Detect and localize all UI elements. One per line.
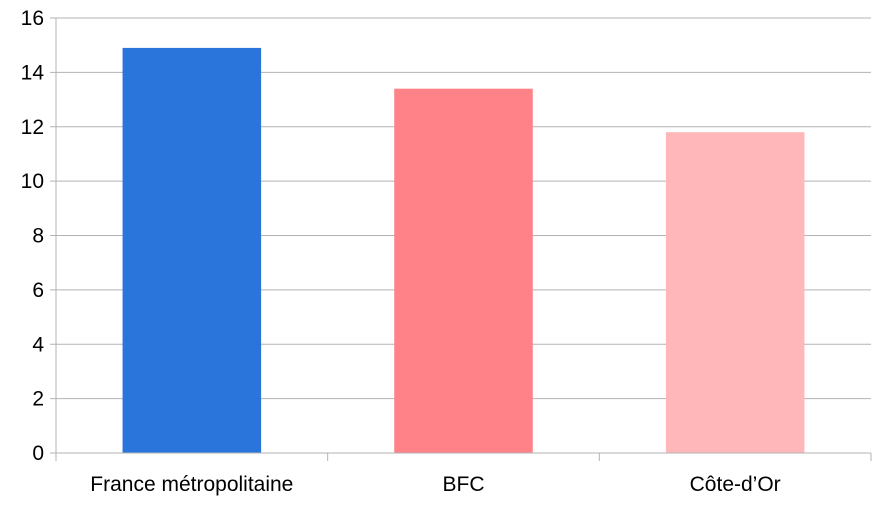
y-tick-label: 10 bbox=[21, 170, 44, 193]
y-tick-label: 8 bbox=[32, 225, 44, 248]
y-tick-label: 6 bbox=[32, 279, 44, 302]
y-tick-label: 16 bbox=[21, 7, 44, 30]
axes bbox=[50, 18, 872, 461]
x-tick-label: France métropolitaine bbox=[90, 473, 293, 496]
x-tick-labels: France métropolitaine BFC Côte-d’Or bbox=[90, 473, 780, 496]
bars bbox=[122, 47, 805, 453]
y-tick-labels: 0 2 4 6 8 10 12 14 16 bbox=[21, 7, 45, 465]
x-tick-label: BFC bbox=[443, 473, 485, 496]
y-tick-label: 0 bbox=[32, 442, 44, 465]
y-tick-label: 2 bbox=[32, 388, 44, 411]
y-tick-label: 4 bbox=[32, 333, 44, 356]
bar bbox=[665, 132, 805, 453]
bar bbox=[122, 47, 262, 453]
y-tick-label: 14 bbox=[21, 61, 45, 84]
y-tick-label: 12 bbox=[21, 116, 44, 139]
bar bbox=[394, 88, 533, 453]
x-tick-label: Côte-d’Or bbox=[690, 473, 781, 496]
